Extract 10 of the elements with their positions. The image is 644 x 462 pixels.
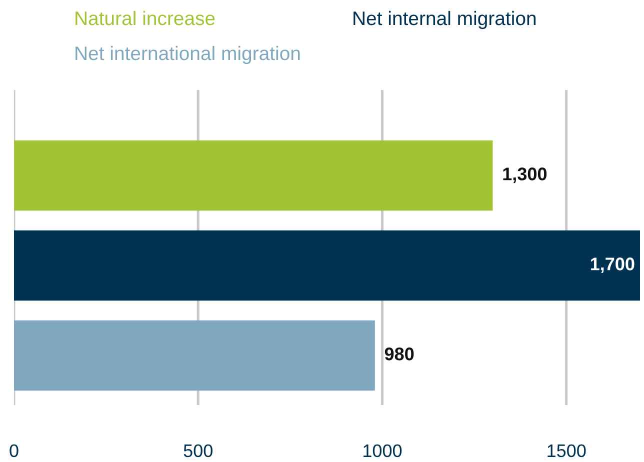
text: Net international migration [76,46,300,64]
x-tick-label: 0 [10,444,18,458]
text: Net internal migration [354,10,536,30]
x-tick-label: 1000 [364,444,402,458]
x-tick-label: 1500 [548,444,586,458]
data-label: 980 [384,348,414,360]
x-tick-label: 500 [184,444,212,458]
data-label: 1,700 [590,258,634,273]
text: Natural increase [76,10,215,26]
data-label: 1,300 [503,168,547,183]
